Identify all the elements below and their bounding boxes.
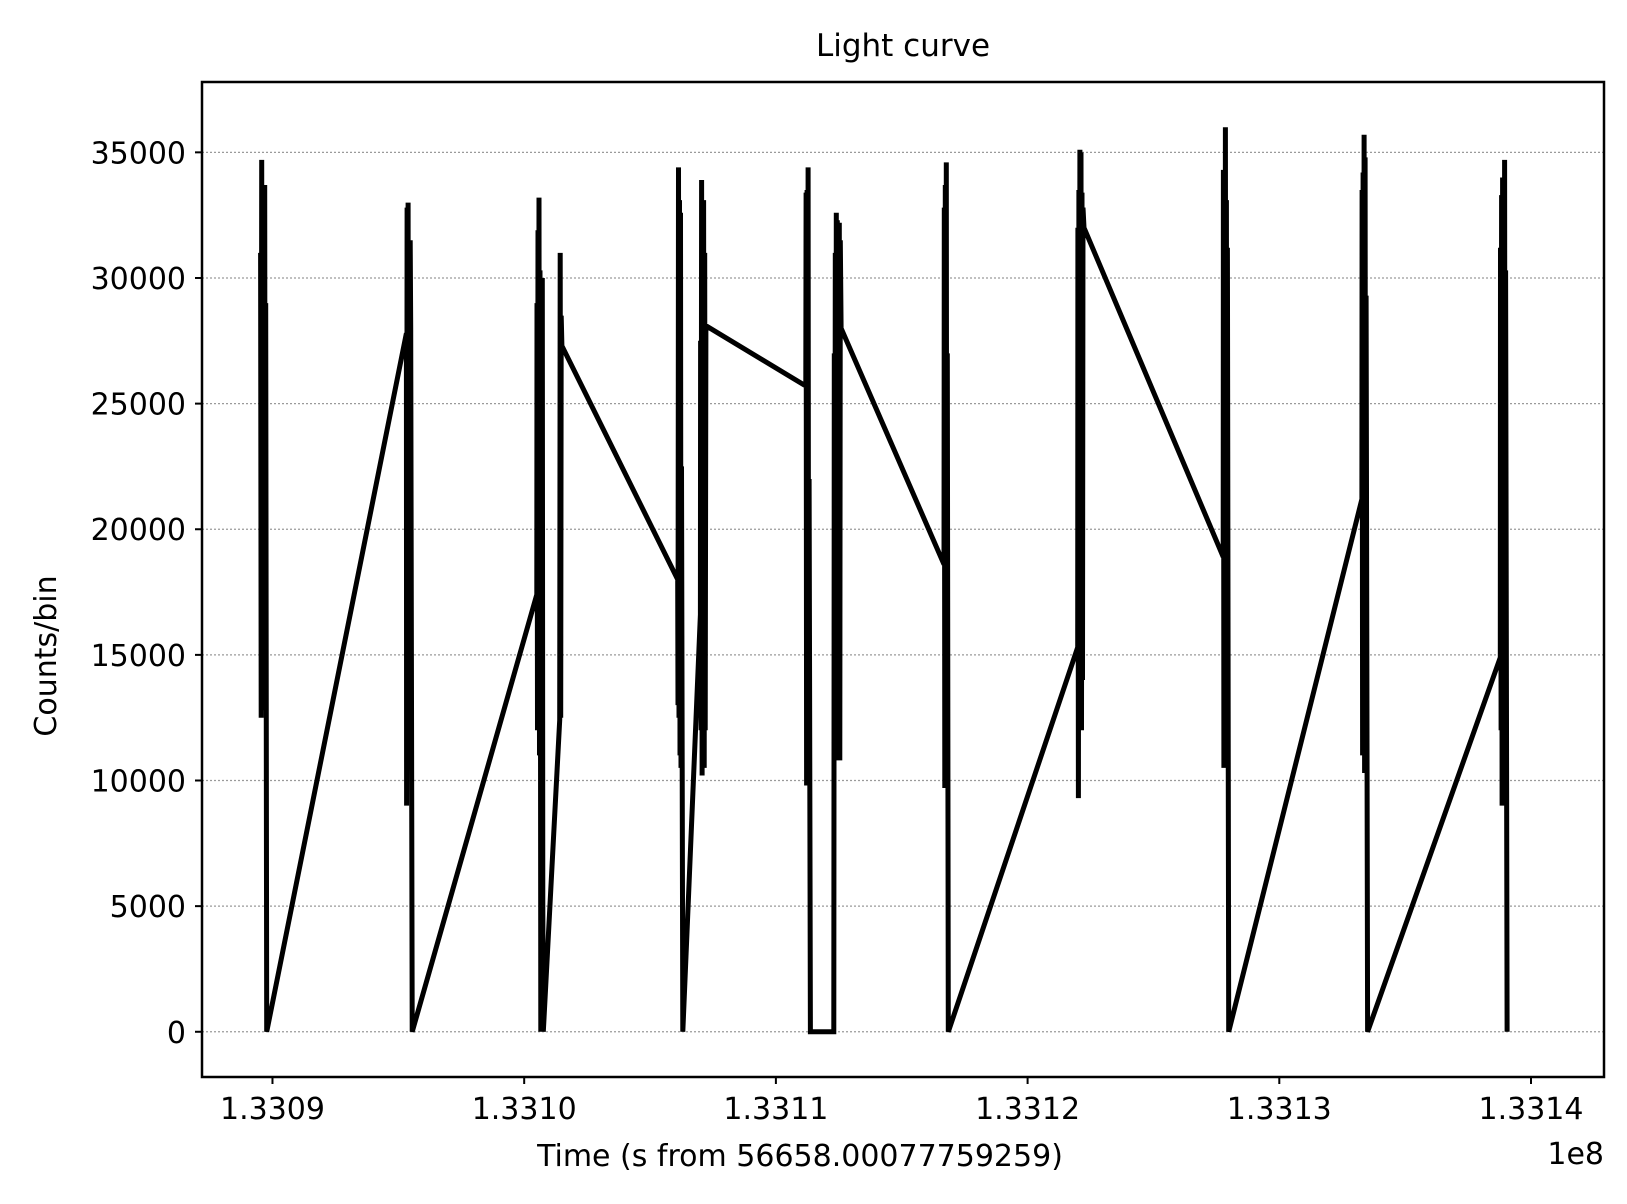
light-curve-series-line xyxy=(258,127,1510,1035)
y-tick-label: 25000 xyxy=(91,388,186,423)
x-tick-label: 1.3314 xyxy=(1479,1092,1584,1127)
x-tick-label: 1.3312 xyxy=(975,1092,1080,1127)
y-tick-label: 10000 xyxy=(91,765,186,800)
y-axis-label: Counts/bin xyxy=(29,575,64,736)
y-axis-ticks: 0 5000 10000 15000 20000 25000 30000 35000 xyxy=(91,136,202,1051)
plot-area-frame xyxy=(200,80,1606,1079)
x-tick-label: 1.3309 xyxy=(220,1092,325,1127)
x-axis-ticks: 1.3309 1.3310 1.3311 1.3312 1.3313 1.3314 xyxy=(220,1077,1584,1127)
x-tick-label: 1.3310 xyxy=(472,1092,577,1127)
x-tick-label: 1.3311 xyxy=(723,1092,828,1127)
grid-lines xyxy=(202,151,1604,1033)
y-tick-label: 30000 xyxy=(91,262,186,297)
x-tick-label: 1.3313 xyxy=(1227,1092,1332,1127)
series-layer xyxy=(258,127,1510,1035)
y-tick-label: 0 xyxy=(167,1016,186,1051)
x-axis-offset-label: 1e8 xyxy=(1547,1137,1604,1172)
y-tick-label: 35000 xyxy=(91,136,186,171)
chart-title: Light curve xyxy=(816,28,990,64)
y-tick-label: 20000 xyxy=(91,513,186,548)
y-tick-label: 5000 xyxy=(110,890,186,925)
x-axis-label: Time (s from 56658.00077759259) xyxy=(536,1139,1063,1174)
y-tick-label: 15000 xyxy=(91,639,186,674)
